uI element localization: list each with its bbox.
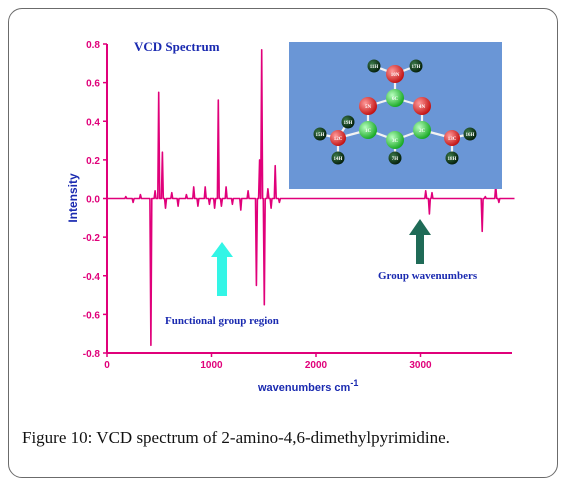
inset-background [289,42,502,189]
atom [359,121,377,139]
y-tick-label: -0.8 [83,349,101,360]
x-tick-label: 1000 [200,360,223,371]
x-tick-label: 0 [104,360,110,371]
atom-label: 18H [448,157,457,162]
atom [331,151,345,165]
atom [413,97,431,115]
atom-label: 13C [448,137,457,142]
caption-text: VCD spectrum of 2-amino-4,6-dimethylpyri… [92,428,450,447]
functional-group-arrow [211,242,233,296]
atom [386,65,404,83]
figure-caption: Figure 10: VCD spectrum of 2-amino-4,6-d… [22,428,450,448]
atom-label: 3C [392,139,399,144]
atom [367,59,381,73]
x-axis-label-text: wavenumbers cm [257,382,351,394]
atom-label: 2C [419,129,426,134]
atom-label: 1C [365,129,372,134]
x-ticks: 0 1000 2000 3000 [104,353,432,371]
atom-label: 10N [391,73,400,78]
y-axis-label: Intensity [66,173,80,223]
y-tick-label: -0.4 [83,272,101,283]
atom [409,59,423,73]
atom [413,121,431,139]
atom [445,151,459,165]
atom-label: 4N [419,105,426,110]
y-tick-label: 0.4 [86,117,100,128]
y-tick-label: 0.2 [86,156,100,167]
y-ticks: 0.8 0.6 0.4 0.2 0.0 -0.2 -0.4 -0.6 -0.8 [83,40,107,360]
x-axis-label-superscript: -1 [350,378,358,388]
chart-title: VCD Spectrum [134,39,220,54]
series-line-vcd [107,49,515,347]
atom-label: 17H [412,65,421,70]
atom [388,151,402,165]
atom-label: 7H [392,157,399,162]
x-axis-label: wavenumbers cm-1 [257,378,358,394]
caption-label: Figure 10: [22,428,93,447]
atom-label: 15H [316,133,325,138]
atom [386,89,404,107]
atom-label: 5N [365,105,372,110]
functional-group-label: Functional group region [165,315,279,327]
inset-atoms: 6C 5N 4N 1C 2C 3C 10N 12C 13C 11H 17H 7H 15H 14H 16H 18… [313,59,477,165]
atom-label: 19H [344,121,353,126]
atom [330,130,346,146]
group-wavenumbers-label: Group wavenumbers [378,270,478,282]
y-tick-label: -0.6 [83,310,101,321]
molecule-inset: 6C 5N 4N 1C 2C 3C 10N 12C 13C 11H 17H 7H 15H 14H 16H 18… [289,42,502,189]
atom [386,131,404,149]
y-tick-label: 0.6 [86,79,100,90]
x-tick-label: 2000 [305,360,328,371]
y-tick-label: 0.0 [86,195,100,206]
y-tick-label: 0.8 [86,40,100,51]
atom-label: 6C [392,97,399,102]
atom-label: 16H [466,133,475,138]
atom [359,97,377,115]
atom-label: 14H [334,157,343,162]
atom [341,115,355,129]
atom [313,127,327,141]
group-wavenumbers-arrow [409,219,431,264]
atom [444,130,460,146]
atom-label: 12C [334,137,343,142]
atom [463,127,477,141]
x-tick-label: 3000 [409,360,432,371]
y-tick-label: -0.2 [83,233,101,244]
atom-label: 11H [370,65,379,70]
